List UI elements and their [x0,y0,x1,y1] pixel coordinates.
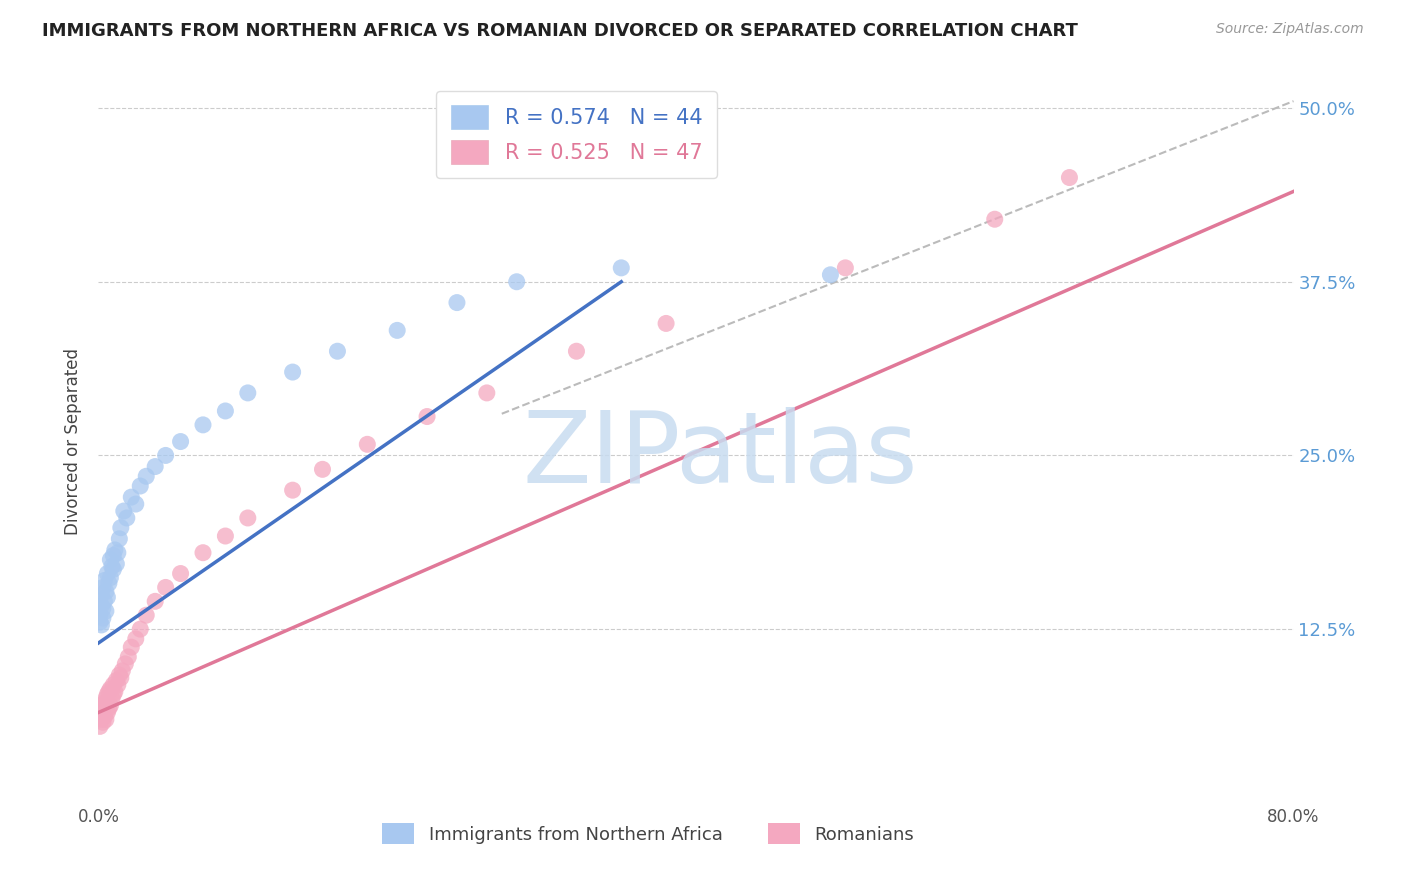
Point [103,549,125,563]
Legend: Immigrants from Northern Africa, Romanians: Immigrants from Northern Africa, Romania… [374,816,922,852]
Point [356,437,378,451]
Point [90,618,112,632]
Point [281,365,304,379]
Point [104,684,127,698]
Point [97,701,120,715]
Point [236,385,259,400]
Point [820,268,842,282]
Point [94,584,117,599]
Point [93,696,115,710]
Point [98,552,122,566]
Point [143,594,166,608]
Point [236,511,259,525]
Point [97,576,120,591]
Point [90,713,112,727]
Point [91,715,114,730]
Point [143,459,166,474]
Point [96,566,118,581]
Point [416,409,439,424]
Text: ZIPatlas: ZIPatlas [522,408,918,505]
Point [93,574,115,588]
Point [94,713,117,727]
Point [129,622,152,636]
Point [214,404,236,418]
Point [655,317,678,331]
Point [281,483,304,498]
Point [91,601,114,615]
Point [103,562,125,576]
Point [155,581,177,595]
Text: IMMIGRANTS FROM NORTHERN AFRICA VS ROMANIAN DIVORCED OR SEPARATED CORRELATION CH: IMMIGRANTS FROM NORTHERN AFRICA VS ROMAN… [42,22,1078,40]
Point [506,275,529,289]
Point [446,295,468,310]
Point [112,504,135,518]
Point [94,604,117,618]
Point [565,344,588,359]
Point [96,687,118,701]
Point [326,344,349,359]
Point [103,678,125,692]
Point [125,632,148,646]
Point [101,559,124,574]
Point [107,546,129,560]
Point [90,698,112,713]
Point [120,490,142,504]
Point [120,640,142,655]
Point [89,615,111,630]
Point [169,434,191,449]
Point [135,608,157,623]
Point [129,479,152,493]
Point [91,581,114,595]
Text: Source: ZipAtlas.com: Source: ZipAtlas.com [1216,22,1364,37]
Point [1059,170,1081,185]
Point [110,521,132,535]
Point [96,590,118,604]
Point [114,657,136,671]
Y-axis label: Divorced or Separated: Divorced or Separated [65,348,83,535]
Point [104,542,127,557]
Point [97,684,120,698]
Point [311,462,333,476]
Point [94,691,117,706]
Point [96,706,118,720]
Point [93,594,115,608]
Point [834,260,856,275]
Point [117,649,139,664]
Point [214,529,236,543]
Point [135,469,157,483]
Point [103,687,125,701]
Point [93,709,115,723]
Point [107,678,129,692]
Point [110,671,132,685]
Point [125,497,148,511]
Point [98,681,122,696]
Point [111,664,134,678]
Point [105,557,128,571]
Point [191,546,214,560]
Point [385,323,409,337]
Point [475,385,498,400]
Point [155,449,177,463]
Point [89,719,111,733]
Point [91,611,114,625]
Point [101,691,124,706]
Point [98,698,122,713]
Point [169,566,191,581]
Point [610,260,633,275]
Point [191,417,214,432]
Point [115,511,138,525]
Point [90,587,112,601]
Point [105,673,128,688]
Point [108,532,131,546]
Point [98,571,122,585]
Point [89,608,111,623]
Point [108,668,131,682]
Point [984,212,1007,227]
Point [90,599,112,613]
Point [89,706,111,720]
Point [91,701,114,715]
